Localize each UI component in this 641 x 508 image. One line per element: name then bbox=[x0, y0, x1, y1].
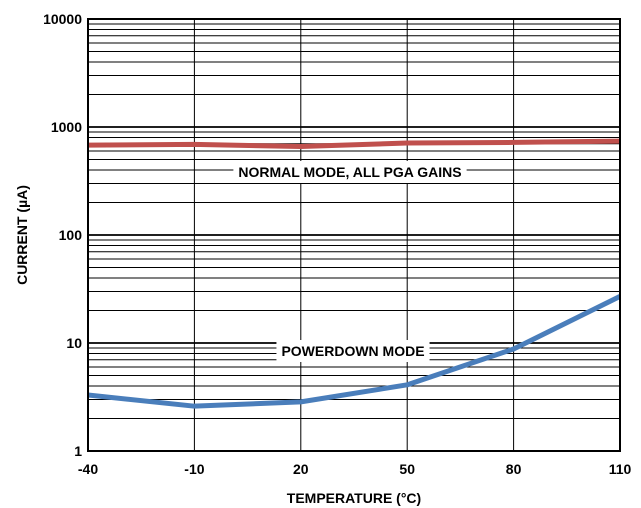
series-line-normal bbox=[87, 138, 621, 149]
y-tick-label: 100 bbox=[59, 227, 83, 243]
annotation-powerdown: POWERDOWN MODE bbox=[276, 340, 430, 362]
annotation-label: NORMAL MODE, ALL PGA GAINS bbox=[238, 164, 461, 180]
series-layer bbox=[87, 138, 622, 409]
annotation-background bbox=[233, 161, 467, 183]
y-tick-label: 10 bbox=[66, 335, 82, 351]
plot-frame bbox=[87, 18, 621, 452]
x-tick-label: -10 bbox=[184, 461, 204, 477]
annotation-normal: NORMAL MODE, ALL PGA GAINS bbox=[233, 161, 467, 183]
y-tick-label: 10000 bbox=[43, 11, 82, 27]
x-tick-label: 50 bbox=[399, 461, 415, 477]
x-tick-label: 20 bbox=[293, 461, 309, 477]
y-tick-label: 1000 bbox=[51, 119, 82, 135]
annotation-layer: NORMAL MODE, ALL PGA GAINS POWERDOWN MODE bbox=[233, 161, 467, 362]
x-tick-label: -40 bbox=[78, 461, 98, 477]
x-axis-title: TEMPERATURE (°C) bbox=[287, 490, 421, 506]
annotation-background bbox=[276, 340, 430, 362]
x-tick-label: 80 bbox=[506, 461, 522, 477]
y-axis-title: CURRENT (µA) bbox=[14, 185, 30, 285]
x-tick-label: 110 bbox=[609, 461, 632, 477]
y-tick-label: 1 bbox=[74, 443, 82, 459]
annotation-label: POWERDOWN MODE bbox=[281, 343, 424, 359]
series-line-powerdown bbox=[87, 294, 622, 409]
grid bbox=[88, 19, 620, 451]
